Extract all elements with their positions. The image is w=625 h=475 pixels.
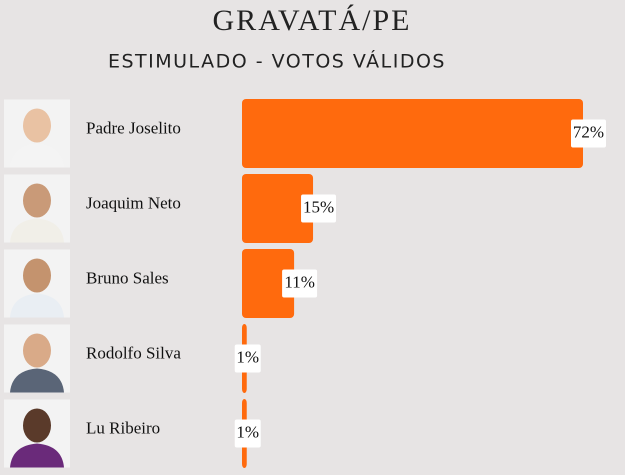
candidate-name: Bruno Sales	[86, 268, 169, 287]
value-label: 72%	[573, 122, 604, 141]
candidate-photo	[4, 399, 70, 468]
photo-body	[10, 293, 64, 318]
value-label-bg	[571, 119, 606, 148]
candidate-name: Padre Joselito	[86, 118, 181, 137]
candidate-name: Joaquim Neto	[86, 193, 181, 212]
photo-body	[10, 368, 64, 393]
value-label-bg	[234, 344, 261, 373]
value-label: 11%	[284, 272, 315, 291]
bar	[242, 249, 295, 318]
photo-head	[23, 258, 51, 293]
value-label: 1%	[236, 422, 259, 441]
value-label: 15%	[303, 197, 334, 216]
photo-head	[23, 408, 51, 443]
value-label: 1%	[236, 347, 259, 366]
photo-head	[23, 333, 51, 368]
candidate-name: Lu Ribeiro	[86, 418, 160, 437]
value-label-bg	[234, 419, 261, 448]
value-label-bg	[301, 194, 337, 223]
photo-body	[10, 143, 64, 168]
photo-head	[23, 108, 51, 143]
candidate-photo	[4, 99, 70, 168]
photo-body	[10, 443, 64, 468]
bar	[242, 174, 314, 243]
candidate-name: Rodolfo Silva	[86, 343, 181, 362]
bar	[242, 99, 583, 168]
candidate-photo	[4, 324, 70, 393]
chart-title: GRAVATÁ/PE	[213, 4, 412, 37]
value-label-bg	[282, 269, 318, 298]
chart-subtitle: ESTIMULADO - VOTOS VÁLIDOS	[108, 50, 446, 73]
candidate-photo	[4, 174, 70, 243]
photo-head	[23, 183, 51, 218]
candidate-photo	[4, 249, 70, 318]
photo-body	[10, 218, 64, 243]
